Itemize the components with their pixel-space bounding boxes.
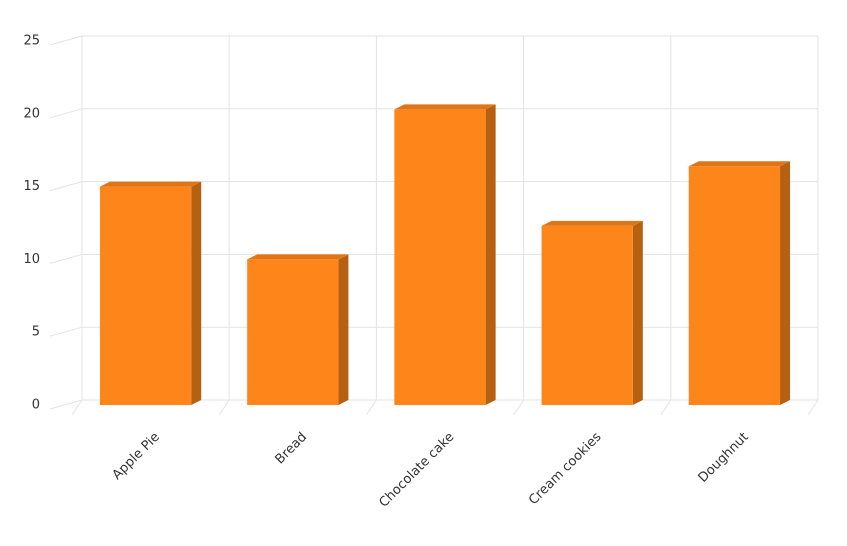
bar-top [394, 104, 496, 110]
grid-line-diagonal [49, 326, 83, 337]
grid-line-diagonal [49, 399, 83, 410]
x-tick-label: Bread [272, 430, 310, 468]
x-tick-label: Chocolate cake [376, 430, 457, 511]
bar-side [780, 161, 791, 405]
y-tick-label: 10 [23, 252, 40, 267]
bar-top [541, 220, 643, 226]
bar [99, 186, 192, 405]
floor-line [71, 399, 83, 416]
bar-top [688, 161, 791, 167]
grid-line-diagonal [49, 253, 83, 264]
y-tick-label: 25 [23, 34, 40, 49]
y-tick-label: 0 [32, 398, 40, 413]
bar-side [191, 181, 202, 405]
floor-line [218, 399, 230, 416]
bar-top [247, 254, 349, 260]
floor-line [513, 399, 525, 416]
x-tick-label: Apple Pie [110, 430, 163, 483]
bar [247, 259, 339, 405]
grid-line-diagonal [49, 35, 83, 46]
bar [394, 109, 486, 405]
bar-side [338, 254, 349, 405]
y-tick-label: 15 [23, 179, 40, 194]
floor-line [807, 399, 819, 416]
y-tick-label: 5 [32, 325, 40, 340]
bar-side [485, 104, 496, 405]
bar [541, 225, 633, 405]
bar [688, 166, 781, 405]
grid-line-diagonal [49, 181, 83, 192]
x-tick-label: Doughnut [696, 430, 752, 486]
y-tick-label: 20 [23, 106, 40, 121]
bar-side [632, 220, 643, 405]
x-tick-label: Cream cookies [526, 430, 605, 509]
floor-line [365, 399, 377, 416]
floor-line [660, 399, 672, 416]
bar-top [99, 181, 202, 187]
grid-line-diagonal [49, 108, 83, 119]
